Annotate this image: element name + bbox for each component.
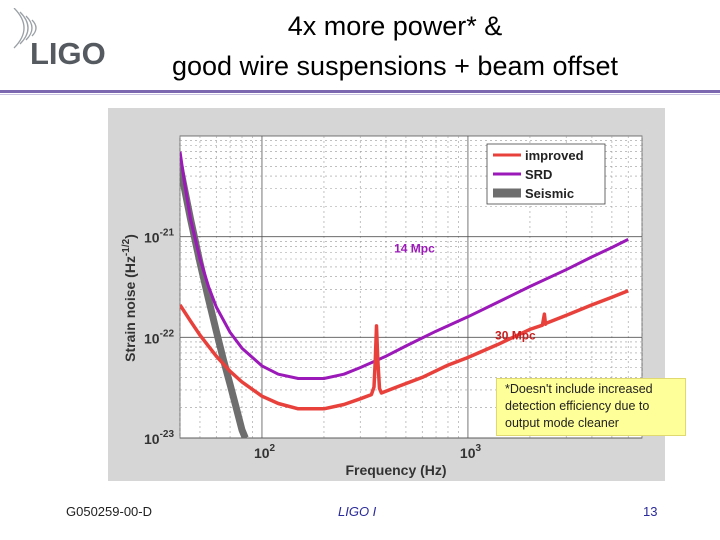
annotations: 14 Mpc 30 Mpc bbox=[394, 241, 536, 342]
y-tick-label: 10-23 bbox=[144, 429, 174, 447]
title-rule bbox=[0, 90, 720, 93]
annotation-label: 14 Mpc bbox=[394, 241, 435, 255]
ligo-logo: LIGO bbox=[13, 8, 106, 71]
y-axis-label: Strain noise (Hz-1/2) bbox=[121, 234, 138, 362]
logo-text: LIGO bbox=[30, 36, 106, 71]
x-axis-label: Frequency (Hz) bbox=[345, 462, 446, 478]
series-line-improved bbox=[180, 289, 629, 411]
title-line-1: 4x more power* & bbox=[287, 11, 503, 41]
document-id: G050259-00-D bbox=[66, 504, 152, 519]
series-layer bbox=[180, 151, 629, 438]
y-tick-label: 10-22 bbox=[144, 328, 174, 346]
y-axis-label-text: Strain noise (Hz bbox=[122, 256, 138, 362]
title-rule-thin bbox=[0, 94, 720, 95]
footnote-box: *Doesn't include increased detection eff… bbox=[496, 378, 686, 436]
slide-title: 4x more power* & good wire suspensions +… bbox=[110, 6, 680, 86]
annotation-label: 30 Mpc bbox=[495, 329, 536, 343]
page-number: 13 bbox=[643, 504, 658, 519]
legend-label-improved: improved bbox=[525, 148, 584, 163]
title-line-2: good wire suspensions + beam offset bbox=[171, 51, 619, 81]
y-axis-label-sup: -1/2 bbox=[121, 238, 132, 256]
x-tick-label: 102 bbox=[254, 443, 276, 461]
y-tick-label: 10-21 bbox=[144, 228, 174, 246]
tick-labels: 102 103 10-21 10-22 10-23 bbox=[144, 228, 482, 461]
footer-center: LIGO I bbox=[338, 504, 377, 519]
y-axis-label-close: ) bbox=[122, 234, 138, 239]
chart-legend: improved SRD Seismic bbox=[486, 143, 606, 205]
x-tick-label: 103 bbox=[460, 443, 482, 461]
legend-label-seismic: Seismic bbox=[525, 186, 574, 201]
legend-label-srd: SRD bbox=[525, 167, 552, 182]
series-line-srd bbox=[180, 151, 629, 380]
noise-chart: 102 103 10-21 10-22 10-23 14 Mpc 30 Mpc impro… bbox=[108, 108, 665, 481]
